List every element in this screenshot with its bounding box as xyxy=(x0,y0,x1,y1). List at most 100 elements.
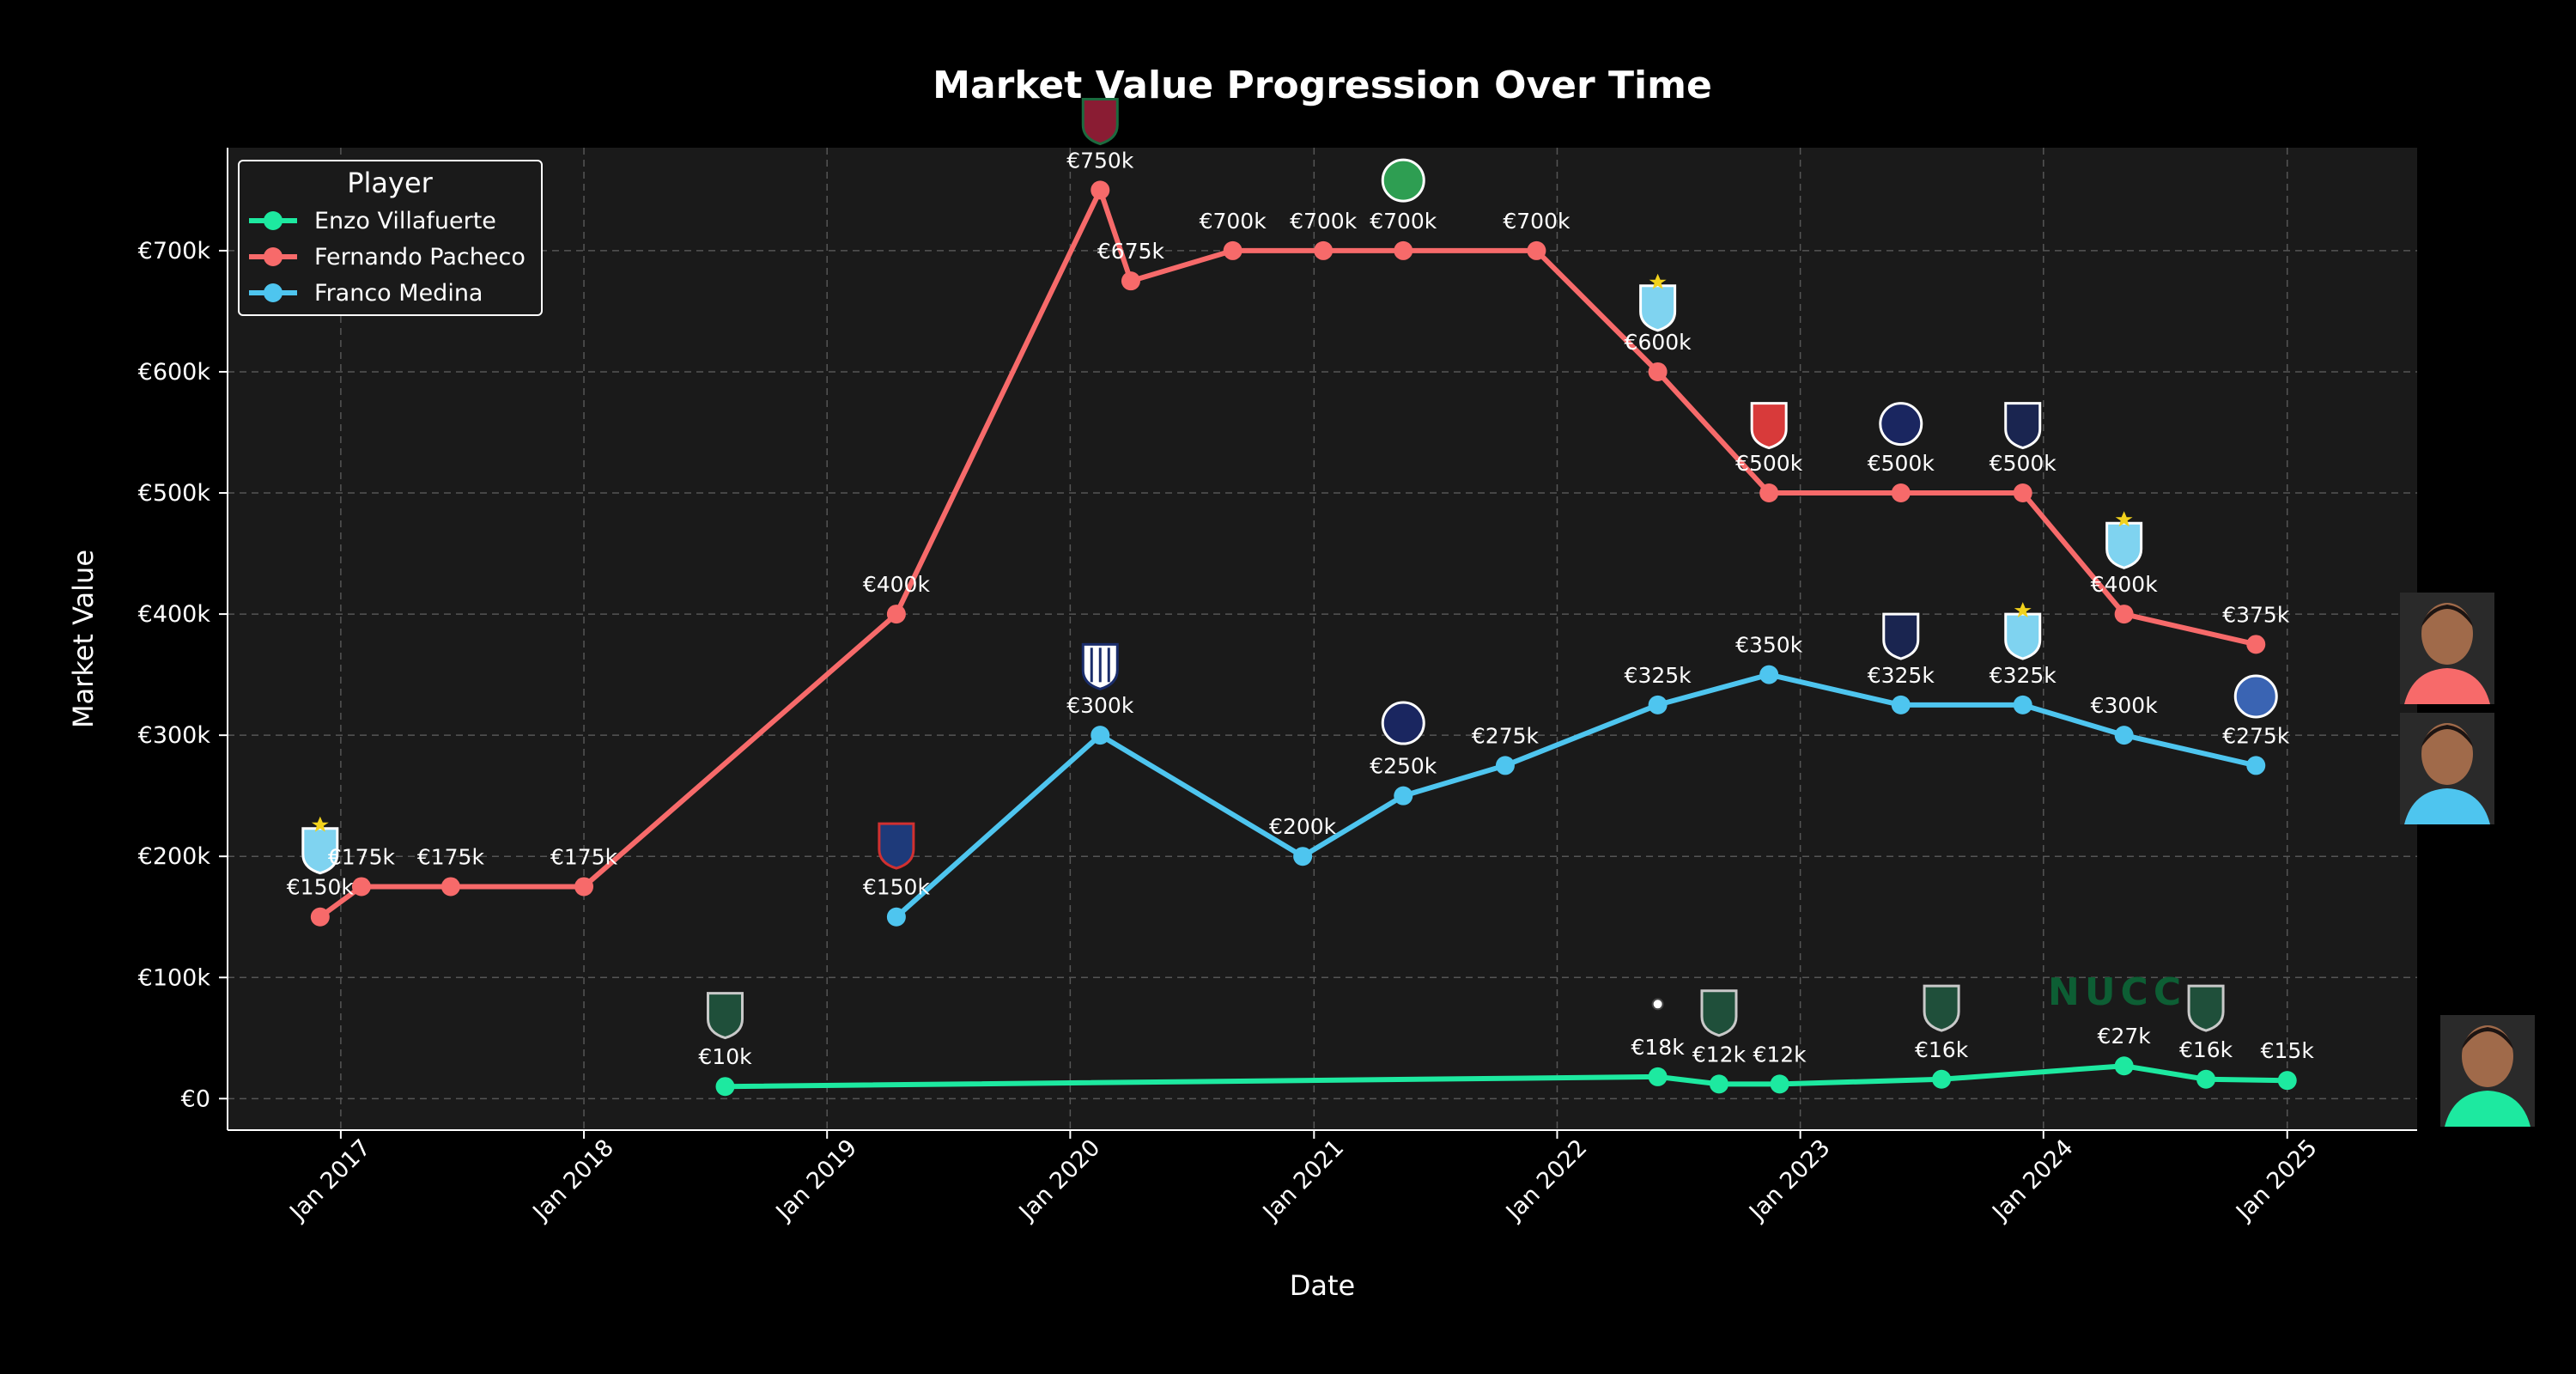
badge-crest xyxy=(2233,674,2278,719)
data-point-franco-medina xyxy=(1759,665,1779,684)
data-point-enzo-villafuerte xyxy=(2114,1056,2134,1076)
data-point-franco-medina xyxy=(1891,695,1911,714)
ohio-bobcats-badge xyxy=(1700,989,1738,1037)
soccer-ball-badge xyxy=(1651,998,1664,1011)
data-label-franco-medina: €250k xyxy=(1370,754,1437,779)
data-point-franco-medina xyxy=(1091,726,1110,745)
data-label-enzo-villafuerte: €15k xyxy=(2261,1038,2315,1063)
data-point-fernando-pacheco xyxy=(2246,635,2266,654)
y-tick-label: €300k xyxy=(138,722,211,749)
badge-crest xyxy=(878,822,915,870)
badge-star xyxy=(1649,273,1667,289)
data-label-fernando-pacheco: €400k xyxy=(863,572,931,597)
y-tick-label: €500k xyxy=(138,480,211,507)
badge-crest xyxy=(1750,402,1788,450)
badge-crest xyxy=(707,992,744,1040)
data-point-franco-medina xyxy=(1648,695,1668,714)
data-point-fernando-pacheco xyxy=(1223,240,1242,260)
oriente-petrolero-badge xyxy=(1381,158,1425,203)
data-label-fernando-pacheco: €175k xyxy=(550,844,618,869)
legend: Player Enzo Villafuerte Fernando Pacheco Fr… xyxy=(238,160,543,316)
y-tick-label: €200k xyxy=(138,843,211,870)
data-label-franco-medina: €150k xyxy=(863,875,931,900)
data-point-fernando-pacheco xyxy=(440,877,460,897)
cienciano-badge xyxy=(2004,402,2042,450)
photo-face xyxy=(2421,603,2473,665)
photo-shirt xyxy=(2404,668,2490,704)
data-label-fernando-pacheco: €675k xyxy=(1097,239,1165,264)
data-label-franco-medina: €350k xyxy=(1735,633,1803,658)
badge-crest xyxy=(1879,402,1923,447)
badge-crest xyxy=(301,827,339,875)
data-label-fernando-pacheco: €600k xyxy=(1625,330,1692,355)
data-point-fernando-pacheco xyxy=(1394,240,1413,260)
data-label-franco-medina: €325k xyxy=(1990,663,2057,688)
badge-crest xyxy=(1081,98,1119,146)
fluminense-badge xyxy=(1081,98,1119,146)
data-point-franco-medina xyxy=(1495,756,1515,775)
data-label-enzo-villafuerte: €10k xyxy=(698,1044,752,1069)
data-point-enzo-villafuerte xyxy=(1932,1069,1952,1089)
data-point-enzo-villafuerte xyxy=(1709,1074,1728,1094)
data-point-fernando-pacheco xyxy=(574,877,594,897)
badge-crest xyxy=(1700,989,1738,1037)
data-point-fernando-pacheco xyxy=(1648,362,1668,381)
data-label-fernando-pacheco: €750k xyxy=(1066,148,1134,173)
series-line-enzo-villafuerte xyxy=(722,1063,2290,1090)
data-point-franco-medina xyxy=(2246,756,2266,775)
data-point-fernando-pacheco xyxy=(1314,240,1334,260)
y-tick-label: €0 xyxy=(181,1085,210,1112)
photo-face xyxy=(2462,1025,2513,1087)
data-point-enzo-villafuerte xyxy=(1770,1074,1789,1094)
data-label-fernando-pacheco: €500k xyxy=(1990,451,2057,476)
alianza-lima-badge xyxy=(1081,642,1119,690)
data-label-franco-medina: €275k xyxy=(2222,723,2290,748)
data-point-fernando-pacheco xyxy=(351,877,371,897)
sporting-cristal-badge xyxy=(1639,273,1677,332)
data-point-fernando-pacheco xyxy=(2013,483,2032,503)
data-label-franco-medina: €300k xyxy=(1066,693,1134,718)
y-axis-label: Market Value xyxy=(67,550,100,728)
fernando-pacheco-photo xyxy=(2400,593,2494,704)
badge-crest xyxy=(1882,612,1920,660)
alianza-atletico-badge xyxy=(2233,674,2278,719)
badge-star xyxy=(311,816,329,832)
data-point-fernando-pacheco xyxy=(310,907,330,927)
data-point-fernando-pacheco xyxy=(1121,271,1140,291)
photo-face xyxy=(2421,723,2473,785)
sporting-cristal-badge xyxy=(2105,511,2143,569)
data-point-fernando-pacheco xyxy=(886,605,906,624)
legend-marker-fernando-pacheco xyxy=(264,247,283,266)
data-point-fernando-pacheco xyxy=(2114,605,2134,624)
data-point-enzo-villafuerte xyxy=(715,1077,735,1097)
data-point-franco-medina xyxy=(2013,695,2032,714)
legend-box xyxy=(238,160,543,316)
watermark: NUCC xyxy=(2048,970,2186,1014)
data-point-franco-medina xyxy=(886,907,906,927)
legend-label-fernando-pacheco: Fernando Pacheco xyxy=(314,244,526,271)
data-label-enzo-villafuerte: €18k xyxy=(1631,1035,1686,1060)
photo-hair xyxy=(2421,605,2473,627)
ucv-badge xyxy=(878,822,915,870)
deportivo-municipal-badge xyxy=(1381,701,1425,745)
badge-crest xyxy=(1381,158,1425,203)
y-tick-label: €700k xyxy=(138,238,211,264)
cienciano-badge xyxy=(1882,612,1920,660)
data-point-fernando-pacheco xyxy=(1527,240,1546,260)
sporting-cristal-badge xyxy=(301,816,339,875)
data-label-fernando-pacheco: €700k xyxy=(1370,209,1437,234)
photo-hair xyxy=(2462,1027,2513,1049)
badge-star xyxy=(2014,602,2032,618)
chart-title: Market Value Progression Over Time xyxy=(933,64,1712,107)
legend-title: Player xyxy=(347,167,433,199)
data-label-enzo-villafuerte: €12k xyxy=(1692,1042,1747,1067)
data-label-fernando-pacheco: €700k xyxy=(1200,209,1267,234)
data-label-fernando-pacheco: €375k xyxy=(2222,602,2290,627)
player-photos xyxy=(2400,593,2535,1127)
data-label-enzo-villafuerte: €16k xyxy=(1915,1037,1969,1062)
badge-crest xyxy=(2187,984,2225,1032)
watermark-text: NUCC xyxy=(2048,970,2186,1014)
photo-hair xyxy=(2421,725,2473,747)
y-tick-label: €600k xyxy=(138,359,211,386)
